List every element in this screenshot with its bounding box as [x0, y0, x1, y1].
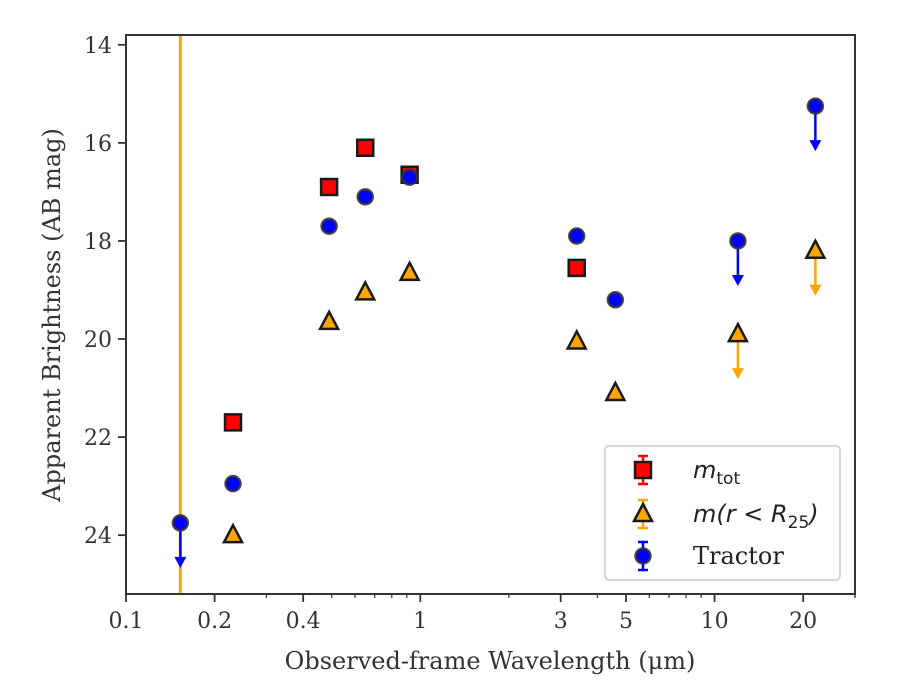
plot-frame	[125, 34, 856, 595]
data-point-square-marker	[223, 413, 243, 432]
data-point-triangle-marker	[318, 309, 341, 331]
x-tick-label: 1	[413, 609, 427, 634]
x-axis-label: Observed-frame Wavelength (μm)	[285, 647, 696, 675]
y-tick-label: 20	[84, 328, 112, 353]
upper-limit-arrow-head	[174, 556, 187, 568]
upper-limit-arrow-head	[731, 274, 744, 286]
data-point-circle-marker	[606, 291, 625, 309]
axes: 0.1 0.2 0.4 1 3 5 10 20 14 16 18 20 22 24	[84, 34, 856, 634]
data-point-circle-marker	[400, 168, 419, 186]
y-axis-label: Apparent Brightness (AB mag)	[38, 128, 66, 503]
series-1	[221, 238, 827, 544]
data-point-triangle-marker	[726, 321, 749, 343]
x-tick-label: 10	[701, 609, 729, 634]
x-tick-label: 5	[619, 609, 633, 634]
data-point-square-marker	[319, 177, 339, 197]
x-tick-label: 3	[554, 609, 568, 634]
data-point-triangle-marker	[398, 260, 421, 282]
x-tick-label: 0.1	[109, 609, 144, 634]
y-tick-label: 18	[84, 230, 112, 255]
legend-square-marker	[633, 460, 653, 480]
x-tick-label: 0.4	[286, 609, 321, 634]
data-point-triangle-marker	[604, 380, 627, 402]
legend-label: Tractor	[693, 542, 784, 570]
data-point-triangle-marker	[221, 522, 245, 544]
y-tick-label: 16	[84, 132, 112, 157]
data-point-circle-marker	[806, 97, 825, 115]
plot-area	[171, 35, 827, 594]
x-tick-label: 0.2	[197, 609, 232, 634]
y-tick-label: 22	[84, 426, 112, 451]
legend-triangle-marker	[631, 501, 655, 523]
data-point-circle-marker	[567, 227, 586, 245]
data-point-circle-marker	[171, 514, 190, 532]
y-tick-label: 14	[84, 34, 112, 59]
y-tick-label: 24	[84, 524, 112, 549]
data-point-circle-marker	[729, 232, 747, 250]
series-2	[171, 97, 825, 568]
data-point-triangle-marker	[804, 238, 827, 260]
data-point-triangle-marker	[354, 279, 377, 301]
upper-limit-arrow-head	[809, 284, 822, 296]
upper-limit-arrow-head	[809, 140, 822, 152]
legend-label: m(r < R25)	[693, 500, 819, 533]
legend-circle-marker	[634, 547, 652, 565]
x-tick-label: 20	[789, 609, 817, 634]
data-point-circle-marker	[224, 474, 242, 493]
data-point-square-marker	[567, 258, 586, 278]
upper-limit-arrow-head	[731, 368, 744, 380]
legend: mtot m(r < R25) Tractor	[604, 445, 841, 581]
data-point-square-marker	[355, 138, 375, 158]
data-point-circle-marker	[356, 188, 374, 206]
legend-label: mtot	[693, 456, 740, 489]
data-point-triangle-marker	[565, 328, 588, 350]
data-point-circle-marker	[320, 217, 338, 235]
legend-box	[604, 445, 841, 581]
